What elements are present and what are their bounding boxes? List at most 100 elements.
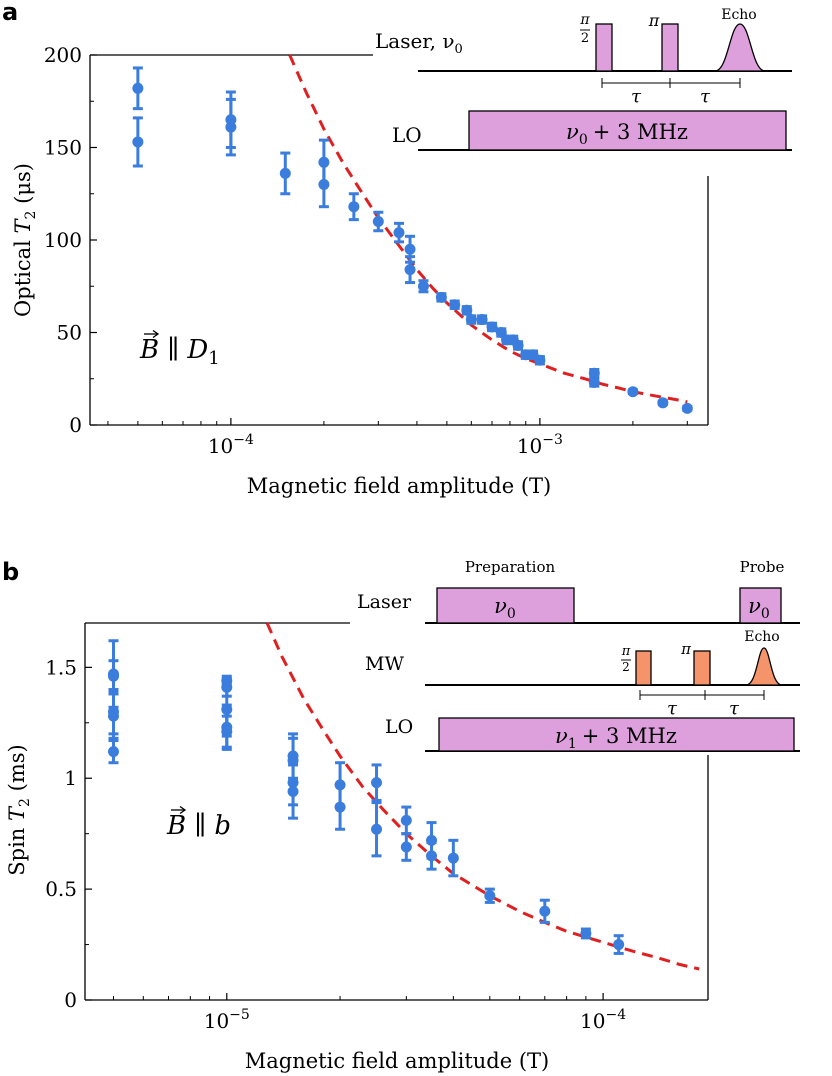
data-marker bbox=[107, 710, 119, 722]
vector-arrow-head bbox=[152, 329, 160, 339]
data-point bbox=[371, 801, 383, 858]
data-point bbox=[225, 97, 237, 157]
inset-b-probe-label: Probe bbox=[740, 558, 785, 576]
svg-text:2: 2 bbox=[581, 31, 589, 46]
svg-text:2: 2 bbox=[622, 660, 630, 674]
panel-a-xlabel: Magnetic field amplitude (T) bbox=[247, 474, 552, 498]
data-marker bbox=[588, 376, 600, 388]
inset-b-pi-half-pulse bbox=[635, 650, 652, 686]
data-marker bbox=[627, 386, 639, 398]
inset-a-pi-pulse bbox=[661, 23, 679, 72]
panel-a: a 0 50 100 150 200 10−4 10−3 Optical T2 (μs) M… bbox=[2, 0, 792, 498]
inset-b-laser-label: Laser bbox=[357, 591, 412, 613]
data-point bbox=[449, 299, 461, 311]
data-marker bbox=[449, 299, 461, 311]
data-marker bbox=[287, 786, 299, 798]
panel-b-ticks: 0 0.5 1 1.5 10−5 10−4 bbox=[45, 655, 626, 1033]
data-point bbox=[417, 279, 429, 294]
data-point bbox=[435, 291, 447, 303]
data-marker bbox=[486, 321, 498, 333]
panel-a-field-annotation: B ∥ D1 bbox=[139, 329, 220, 369]
inset-a-tau2: τ bbox=[700, 86, 711, 107]
data-marker bbox=[221, 726, 233, 738]
data-point bbox=[486, 321, 498, 333]
y-tick-label: 1.5 bbox=[45, 655, 77, 679]
data-point bbox=[393, 221, 405, 244]
inset-b-preparation-box-label: ν0 bbox=[494, 594, 516, 622]
inset-a-laser-label: Laser, ν0 bbox=[375, 29, 463, 57]
data-point bbox=[512, 339, 524, 351]
data-point bbox=[107, 739, 119, 765]
data-marker bbox=[435, 291, 447, 303]
data-marker bbox=[404, 264, 416, 276]
y-tick-label: 200 bbox=[44, 43, 82, 67]
data-point bbox=[588, 376, 600, 388]
data-point bbox=[461, 304, 473, 316]
inset-a-pi-half-label: π 2 bbox=[579, 12, 590, 46]
data-point bbox=[627, 386, 639, 398]
panel-b-label: b bbox=[2, 558, 19, 586]
data-marker bbox=[417, 280, 429, 292]
inset-b-lo-label: LO bbox=[385, 716, 413, 738]
data-marker bbox=[580, 927, 592, 939]
data-marker bbox=[225, 121, 237, 133]
data-point bbox=[107, 692, 119, 740]
panel-b-xlabel: Magnetic field amplitude (T) bbox=[245, 1049, 550, 1073]
inset-b-pi-half-label: π 2 bbox=[621, 644, 631, 674]
y-tick-label: 0 bbox=[69, 413, 82, 437]
data-point bbox=[371, 763, 383, 802]
data-point bbox=[476, 314, 488, 326]
data-point bbox=[404, 255, 416, 285]
inset-b-lo-box-label: ν1 + 3 MHz bbox=[555, 724, 677, 752]
inset-b-lo-box bbox=[438, 717, 795, 752]
data-marker bbox=[484, 890, 496, 902]
data-point bbox=[613, 934, 625, 955]
data-point bbox=[221, 714, 233, 749]
inset-a-pi-half-pulse bbox=[595, 23, 613, 72]
data-point bbox=[132, 116, 144, 168]
data-marker bbox=[334, 801, 346, 813]
data-marker bbox=[461, 304, 473, 316]
panel-b-fit-curve bbox=[265, 622, 700, 971]
data-marker bbox=[400, 841, 412, 853]
panel-b-data-points bbox=[107, 639, 625, 955]
data-marker bbox=[371, 777, 383, 789]
data-point bbox=[372, 210, 384, 233]
panel-a-ylabel: Optical T2 (μs) bbox=[11, 163, 39, 317]
inset-b-pi-pulse bbox=[693, 650, 711, 686]
data-marker bbox=[539, 905, 551, 917]
y-tick-label: 0.5 bbox=[45, 877, 77, 901]
y-tick-label: 0 bbox=[64, 988, 77, 1012]
data-point bbox=[287, 763, 299, 820]
data-point bbox=[580, 927, 592, 940]
inset-a-echo-shape bbox=[714, 23, 766, 72]
y-tick-label: 1 bbox=[64, 766, 77, 790]
data-point bbox=[539, 898, 551, 924]
data-point bbox=[681, 402, 693, 414]
y-tick-label: 50 bbox=[57, 321, 82, 345]
data-marker bbox=[400, 814, 412, 826]
inset-a-pi-label: π bbox=[648, 11, 660, 30]
data-point bbox=[400, 832, 412, 862]
data-marker bbox=[476, 314, 488, 326]
fit-dashed-line bbox=[288, 54, 688, 404]
data-marker bbox=[279, 167, 291, 179]
inset-b-tau1: τ bbox=[667, 698, 678, 719]
data-marker bbox=[107, 746, 119, 758]
x-tick-label: 10−3 bbox=[517, 432, 563, 458]
data-point bbox=[426, 841, 438, 871]
x-tick-label: 10−4 bbox=[208, 432, 254, 458]
panel-a-fit-curve bbox=[288, 54, 688, 404]
data-point bbox=[279, 151, 291, 196]
data-marker bbox=[132, 82, 144, 94]
panel-a-inset-diagram: Laser, ν0 π 2 π Echo τ τ LO ν0 + 3 MHz bbox=[375, 7, 792, 151]
panel-b-inset-diagram: Preparation Probe Laser ν0 ν0 MW π 2 π E… bbox=[357, 558, 800, 752]
data-point bbox=[318, 160, 330, 209]
panel-a-data-points bbox=[132, 66, 693, 414]
panel-b-ylabel: Spin T2 (ms) bbox=[5, 744, 33, 875]
inset-b-echo-label: Echo bbox=[744, 629, 780, 645]
inset-a-tau1: τ bbox=[631, 86, 642, 107]
data-point bbox=[534, 354, 546, 366]
data-marker bbox=[426, 850, 438, 862]
